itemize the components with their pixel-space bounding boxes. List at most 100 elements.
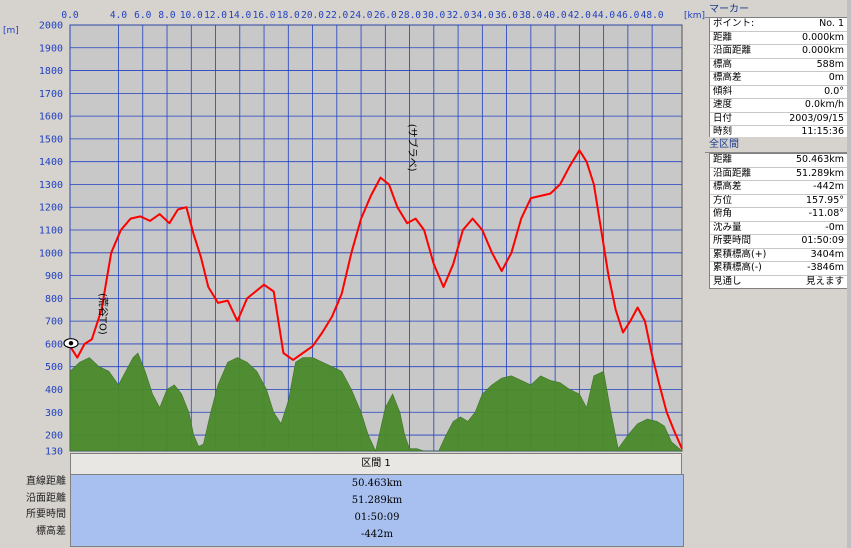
all-value: 3404m xyxy=(810,248,844,260)
all-label: 方位 xyxy=(713,194,733,206)
all-row: 方位 157.95° xyxy=(710,194,847,208)
all-label: 距離 xyxy=(713,154,733,165)
x-tick-label: 10.0 xyxy=(180,10,203,21)
all-value: -442m xyxy=(813,181,844,192)
all-row: 沈み量 -0m xyxy=(710,221,847,235)
y-tick-label: 1400 xyxy=(39,157,63,168)
summary-labels: 直線距離 沿面距離 所要時間 標高差 xyxy=(2,474,66,540)
x-tick-label: 48.0 xyxy=(641,10,664,21)
window-edge xyxy=(847,0,851,548)
all-row: 累積標高(-) -3846m xyxy=(710,262,847,276)
route-annotation: (サブラベ) xyxy=(406,124,419,172)
marker-label: 標高差 xyxy=(713,72,742,83)
x-tick-label: 12.0 xyxy=(204,10,227,21)
marker-label: 沿面距離 xyxy=(713,45,752,56)
x-tick-label: 4.0 xyxy=(110,10,127,21)
x-tick-label: 0.0 xyxy=(61,10,78,21)
marker-row: 距離 0.000km xyxy=(710,32,847,45)
y-tick-label: 900 xyxy=(45,271,63,282)
x-tick-label: 24.0 xyxy=(350,10,373,21)
all-label: 見通し xyxy=(713,275,742,287)
x-tick-label: 30.0 xyxy=(422,10,445,21)
x-unit-label: [km] xyxy=(684,11,705,21)
x-tick-label: 18.0 xyxy=(277,10,300,21)
summary-label: 直線距離 xyxy=(26,476,66,487)
marker-value: 0.000km xyxy=(802,45,844,56)
y-tick-label: 700 xyxy=(45,317,63,328)
y-tick-label: 500 xyxy=(45,362,63,373)
y-tick-label: 1700 xyxy=(39,89,63,100)
y-tick-label: 1900 xyxy=(39,43,63,54)
y-tick-label: 200 xyxy=(45,431,63,442)
all-section-panel-header: 全区間 xyxy=(705,137,849,153)
all-label: 沿面距離 xyxy=(713,167,752,179)
all-row: 距離 50.463km xyxy=(710,154,847,168)
summary-value: -442m xyxy=(361,529,393,540)
all-label: 所要時間 xyxy=(713,235,752,246)
summary-label: 所要時間 xyxy=(26,509,66,520)
all-value: -0m xyxy=(825,221,844,233)
marker-label: 日付 xyxy=(713,112,733,124)
x-tick-label: 36.0 xyxy=(495,10,518,21)
all-section-table: 距離 50.463km 沿面距離 51.289km 標高差 -442m 方位 157.9… xyxy=(709,153,848,289)
all-label: 累積標高(-) xyxy=(713,262,762,273)
y-unit-label: [m] xyxy=(3,26,19,36)
section-summary-body: 50.463km 51.289km 01:50:09 -442m xyxy=(70,474,684,547)
section-summary-panel: 区間 1 50.463km 51.289km 01:50:09 -442m xyxy=(70,453,684,547)
all-row: 見通し 見えます xyxy=(710,276,847,289)
marker-label: 傾斜 xyxy=(713,85,733,97)
y-tick-label: 300 xyxy=(45,408,63,419)
x-tick-label: 14.0 xyxy=(228,10,251,21)
marker-value: 0.0km/h xyxy=(804,99,844,110)
all-value: 見えます xyxy=(805,275,844,287)
marker-value: No. 1 xyxy=(819,18,844,29)
y-tick-label: 2000 xyxy=(39,21,63,32)
all-row: 累積標高(+) 3404m xyxy=(710,248,847,262)
marker-row: 速度 0.0km/h xyxy=(710,99,847,113)
y-tick-label: 1200 xyxy=(39,203,63,214)
marker-row: 時刻 11:15:36 xyxy=(710,126,847,139)
elevation-line xyxy=(69,149,683,450)
all-label: 沈み量 xyxy=(713,221,742,233)
marker-eye-icon[interactable] xyxy=(63,338,79,349)
x-tick-label: 44.0 xyxy=(592,10,615,21)
x-tick-label: 42.0 xyxy=(568,10,591,21)
y-tick-label: 1000 xyxy=(39,248,63,259)
marker-value: 588m xyxy=(816,58,844,70)
marker-row: 日付 2003/09/15 xyxy=(710,112,847,126)
x-tick-label: 26.0 xyxy=(374,10,397,21)
all-row: 標高差 -442m xyxy=(710,181,847,195)
all-value: -11.08° xyxy=(808,208,844,219)
route-annotation: (荒谷TO) xyxy=(97,293,109,335)
y-tick-label: 130 xyxy=(45,447,63,458)
x-tick-label: 20.0 xyxy=(301,10,324,21)
all-label: 累積標高(+) xyxy=(713,248,767,260)
all-label: 標高差 xyxy=(713,181,742,192)
all-row: 沿面距離 51.289km xyxy=(710,167,847,181)
summary-value: 51.289km xyxy=(351,495,403,506)
all-label: 俯角 xyxy=(713,208,733,219)
summary-value: 01:50:09 xyxy=(354,512,400,523)
x-tick-label: 32.0 xyxy=(447,10,470,21)
section-title[interactable]: 区間 1 xyxy=(70,453,682,475)
x-tick-label: 28.0 xyxy=(398,10,421,21)
y-tick-label: 1600 xyxy=(39,112,63,123)
marker-row: 沿面距離 0.000km xyxy=(710,45,847,59)
marker-value: 2003/09/15 xyxy=(789,112,844,124)
eye-pupil xyxy=(68,341,74,346)
marker-panel-header: マーカー xyxy=(705,2,849,18)
y-tick-label: 1100 xyxy=(39,226,63,237)
y-tick-label: 400 xyxy=(45,385,63,396)
all-value: -3846m xyxy=(807,262,844,273)
y-tick-label: 600 xyxy=(45,339,63,350)
y-tick-label: 1500 xyxy=(39,134,63,145)
marker-info-table: ポイント: No. 1 距離 0.000km 沿面距離 0.000km 標高 588m … xyxy=(709,17,848,140)
marker-row: ポイント: No. 1 xyxy=(710,18,847,32)
x-tick-label: 16.0 xyxy=(253,10,276,21)
marker-label: 標高 xyxy=(713,58,733,70)
all-row: 所要時間 01:50:09 xyxy=(710,235,847,249)
all-row: 俯角 -11.08° xyxy=(710,208,847,222)
all-section-title: 全区間 xyxy=(705,137,849,153)
marker-label: 時刻 xyxy=(713,126,733,137)
